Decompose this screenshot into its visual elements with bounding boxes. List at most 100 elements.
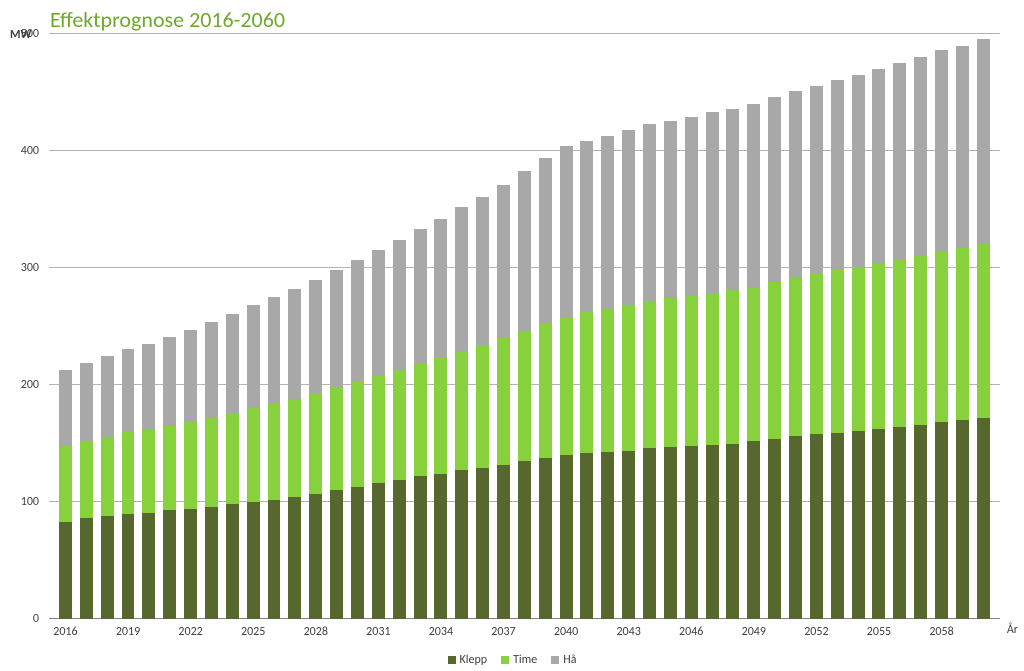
bar-segment-klepp: [935, 422, 948, 619]
stacked-bar: [872, 34, 885, 619]
bar-slot: [347, 34, 368, 619]
bar-slot: [264, 34, 285, 619]
stacked-bar: [226, 34, 239, 619]
stacked-bar: [789, 34, 802, 619]
bar-segment-klepp: [205, 507, 218, 619]
stacked-bar: [476, 34, 489, 619]
bar-segment-time: [497, 338, 510, 464]
bar-segment-time: [539, 324, 552, 457]
bar-segment-time: [580, 312, 593, 452]
bar-segment-hå: [434, 219, 447, 358]
bar-slot: [138, 34, 159, 619]
bar-segment-time: [122, 432, 135, 514]
stacked-bar: [122, 34, 135, 619]
bar-segment-klepp: [455, 470, 468, 619]
stacked-bar: [747, 34, 760, 619]
bar-slot: 2037: [493, 34, 514, 619]
bar-segment-hå: [956, 46, 969, 248]
bar-slot: 2016: [55, 34, 76, 619]
bar-slot: [597, 34, 618, 619]
stacked-bar: [580, 34, 593, 619]
stacked-bar: [706, 34, 719, 619]
bar-slot: 2028: [305, 34, 326, 619]
bar-segment-time: [747, 287, 760, 441]
bar-segment-klepp: [268, 500, 281, 619]
bar-segment-time: [163, 426, 176, 510]
stacked-bar: [372, 34, 385, 619]
bar-segment-hå: [580, 141, 593, 313]
bar-segment-klepp: [122, 514, 135, 619]
bar-segment-hå: [59, 370, 72, 446]
stacked-bar: [518, 34, 531, 619]
legend-swatch: [448, 656, 456, 664]
bar-segment-time: [643, 301, 656, 448]
legend-label: Time: [513, 653, 537, 667]
bar-segment-hå: [685, 117, 698, 296]
bar-segment-hå: [893, 63, 906, 260]
bar-segment-hå: [351, 260, 364, 382]
x-tick-label: 2058: [929, 619, 953, 639]
bar-segment-klepp: [414, 476, 427, 619]
bar-segment-hå: [622, 130, 635, 306]
stacked-bar: [810, 34, 823, 619]
bar-segment-hå: [414, 229, 427, 364]
bar-segment-time: [914, 256, 927, 424]
bar-slot: [639, 34, 660, 619]
bar-segment-klepp: [247, 502, 260, 619]
chart-container: Effektprognose 2016-2060 MW År 010020030…: [0, 0, 1024, 671]
bar-segment-hå: [768, 97, 781, 282]
bar-slot: 2019: [118, 34, 139, 619]
bar-segment-klepp: [706, 445, 719, 619]
bar-segment-time: [142, 429, 155, 512]
stacked-bar: [101, 34, 114, 619]
bar-segment-time: [476, 345, 489, 468]
legend-item: Klepp: [448, 653, 488, 667]
x-tick-label: 2019: [116, 619, 140, 639]
stacked-bar: [893, 34, 906, 619]
bar-segment-klepp: [580, 453, 593, 619]
bar-segment-time: [810, 274, 823, 434]
bar-segment-klepp: [330, 490, 343, 619]
bar-segment-hå: [747, 104, 760, 287]
stacked-bar: [247, 34, 260, 619]
stacked-bar: [80, 34, 93, 619]
bar-segment-hå: [142, 344, 155, 429]
bar-segment-klepp: [309, 494, 322, 619]
bar-segment-time: [434, 358, 447, 474]
stacked-bar: [59, 34, 72, 619]
x-tick-label: 2031: [366, 619, 390, 639]
x-tick-label: 2055: [867, 619, 891, 639]
stacked-bar: [768, 34, 781, 619]
bar-slot: [910, 34, 931, 619]
legend-item: Hå: [551, 653, 576, 667]
bar-segment-hå: [393, 240, 406, 370]
bar-segment-time: [872, 263, 885, 429]
legend-item: Time: [501, 653, 537, 667]
bar-segment-hå: [726, 109, 739, 290]
bar-segment-time: [893, 260, 906, 427]
bar-segment-time: [664, 298, 677, 447]
bar-slot: 2034: [430, 34, 451, 619]
bar-segment-time: [789, 277, 802, 436]
legend-swatch: [501, 656, 509, 664]
bar-segment-klepp: [789, 436, 802, 619]
stacked-bar: [414, 34, 427, 619]
bar-segment-time: [101, 437, 114, 517]
stacked-bar: [664, 34, 677, 619]
bar-segment-hå: [852, 75, 865, 267]
y-tick-label: 100: [21, 495, 49, 509]
bar-segment-time: [852, 267, 865, 431]
bar-slot: [76, 34, 97, 619]
bar-segment-hå: [539, 158, 552, 324]
y-tick-label: 300: [21, 261, 49, 275]
x-tick-label: 2028: [304, 619, 328, 639]
bar-segment-hå: [122, 349, 135, 432]
bar-segment-time: [831, 270, 844, 433]
bar-slot: [702, 34, 723, 619]
stacked-bar: [163, 34, 176, 619]
bar-segment-hå: [643, 124, 656, 301]
bar-slot: 2040: [556, 34, 577, 619]
y-tick-label: 400: [21, 144, 49, 158]
stacked-bar: [309, 34, 322, 619]
bar-segment-klepp: [872, 429, 885, 619]
